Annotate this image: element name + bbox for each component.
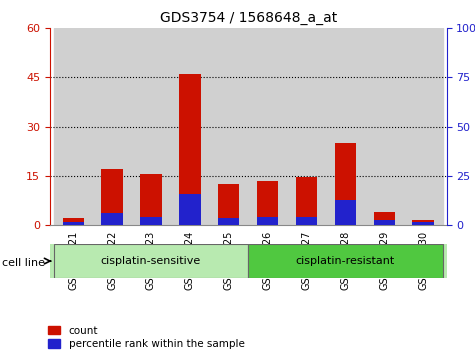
Bar xyxy=(335,200,356,225)
Bar xyxy=(54,28,93,225)
Bar xyxy=(365,28,404,225)
Text: cell line: cell line xyxy=(2,258,46,268)
Bar xyxy=(412,220,434,225)
Bar xyxy=(404,28,443,225)
Bar xyxy=(140,217,162,225)
Bar xyxy=(132,28,171,225)
Bar xyxy=(179,194,200,225)
Bar xyxy=(374,220,395,225)
Bar xyxy=(63,218,84,225)
Bar xyxy=(257,217,278,225)
Bar xyxy=(218,184,239,225)
Bar xyxy=(218,218,239,225)
Legend: count, percentile rank within the sample: count, percentile rank within the sample xyxy=(48,326,245,349)
Bar xyxy=(335,143,356,225)
Text: cisplatin-resistant: cisplatin-resistant xyxy=(296,256,395,266)
Bar xyxy=(257,181,278,225)
Bar xyxy=(248,244,443,278)
Bar xyxy=(287,28,326,225)
Bar xyxy=(101,169,123,225)
Bar xyxy=(296,177,317,225)
Bar xyxy=(93,28,132,225)
Bar xyxy=(296,217,317,225)
Bar xyxy=(101,213,123,225)
Bar xyxy=(179,74,200,225)
Bar xyxy=(171,28,209,225)
Bar xyxy=(412,222,434,225)
Title: GDS3754 / 1568648_a_at: GDS3754 / 1568648_a_at xyxy=(160,11,337,24)
Bar xyxy=(140,174,162,225)
Bar xyxy=(326,28,365,225)
Bar xyxy=(248,28,287,225)
Bar xyxy=(54,244,248,278)
Bar xyxy=(209,28,248,225)
Text: cisplatin-sensitive: cisplatin-sensitive xyxy=(101,256,201,266)
Bar xyxy=(63,222,84,225)
Bar xyxy=(374,212,395,225)
